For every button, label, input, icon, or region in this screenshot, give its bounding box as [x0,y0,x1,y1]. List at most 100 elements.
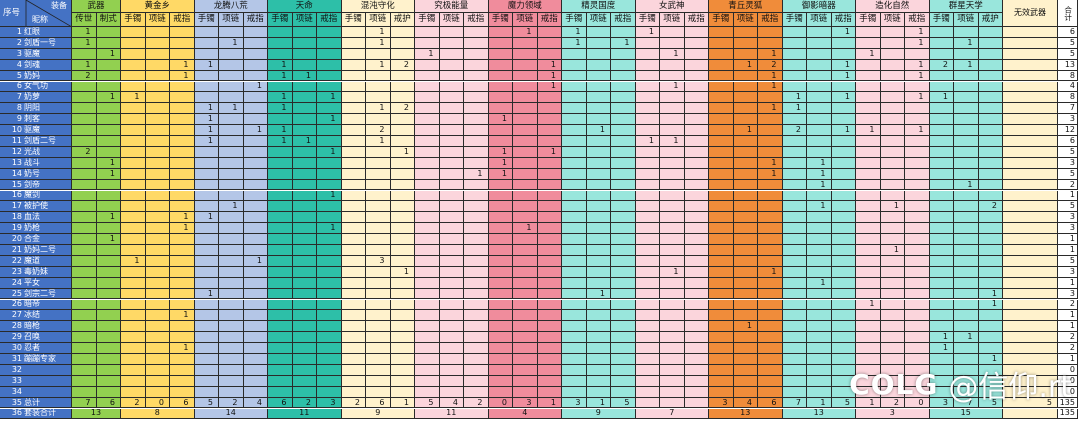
data-cell [268,48,293,60]
data-cell [611,48,636,60]
group-header: 群星天学 [929,0,1003,13]
data-cell [341,201,366,213]
data-cell [317,288,342,300]
data-cell: 1 [268,136,293,147]
data-cell [586,386,611,398]
data-cell [317,168,342,180]
data-cell [292,223,317,235]
data-cell [905,354,930,365]
data-cell [72,125,97,136]
data-cell [929,310,954,322]
row-total: 1 [1058,354,1078,365]
data-cell: 1 [317,223,342,235]
data-cell [390,245,415,256]
data-cell [782,354,807,365]
data-cell [929,136,954,147]
data-cell [611,201,636,213]
data-cell [684,332,709,344]
data-cell [709,299,734,311]
data-cell [978,48,1003,60]
data-cell [586,81,611,93]
data-cell [586,146,611,158]
data-cell [513,266,538,278]
row-number: 18 [11,212,22,222]
data-cell [513,299,538,311]
data-cell [145,245,170,256]
data-cell [96,81,121,93]
row-total: 4 [1058,81,1078,93]
data-cell: 1 [194,114,219,126]
data-cell: 1 [978,288,1003,300]
data-cell [880,354,905,365]
data-cell [1003,255,1058,267]
row-number: 12 [11,146,22,156]
data-cell [537,255,562,267]
column-total: 7 [782,397,807,409]
data-cell [758,343,783,354]
group-total: 11 [268,408,342,420]
character-name: 暗枪 [24,321,40,331]
data-cell [415,212,440,224]
data-cell [341,223,366,235]
data-cell [905,375,930,387]
data-cell [194,223,219,235]
data-cell [807,212,832,224]
data-cell [758,179,783,191]
row-total: 2 [1058,343,1078,354]
data-cell [292,288,317,300]
row-number: 26 [11,299,22,309]
data-cell: 1 [856,48,881,60]
data-cell [1003,59,1058,71]
data-cell: 1 [831,125,856,136]
data-cell [366,343,391,354]
data-cell [145,332,170,344]
data-cell [170,375,195,387]
row-number: 35 [11,397,22,407]
data-cell [268,299,293,311]
data-cell [684,277,709,289]
data-cell [243,27,268,38]
data-cell [439,288,464,300]
data-cell [929,245,954,256]
data-cell [292,168,317,180]
data-cell [537,288,562,300]
data-cell [880,81,905,93]
data-cell [317,266,342,278]
data-cell [170,37,195,49]
data-cell [415,103,440,115]
data-cell [905,364,930,376]
column-total: 5 [978,397,1003,409]
group-total: 11 [415,408,489,420]
data-cell [439,179,464,191]
data-cell [121,190,146,202]
character-name: 刺客 [24,114,40,124]
data-cell [292,81,317,93]
data-cell [243,343,268,354]
data-cell [586,70,611,82]
data-cell [684,288,709,300]
data-cell [954,354,979,365]
data-cell [488,343,513,354]
sub-header: 项链 [660,13,685,27]
data-cell: 3 [366,255,391,267]
column-total: 3 [709,397,734,409]
data-cell [268,321,293,333]
data-cell [145,146,170,158]
data-cell [978,168,1003,180]
data-cell [243,386,268,398]
data-cell [268,354,293,365]
data-cell [96,354,121,365]
data-cell [611,212,636,224]
data-cell: 1 [96,168,121,180]
data-cell [145,125,170,136]
data-cell [611,157,636,169]
data-cell [758,234,783,245]
data-cell [880,179,905,191]
data-cell [170,201,195,213]
data-cell [121,310,146,322]
data-cell [635,332,660,344]
data-cell [635,81,660,93]
data-cell [366,310,391,322]
sub-header: 手镯 [194,13,219,27]
data-cell: 2 [390,59,415,71]
